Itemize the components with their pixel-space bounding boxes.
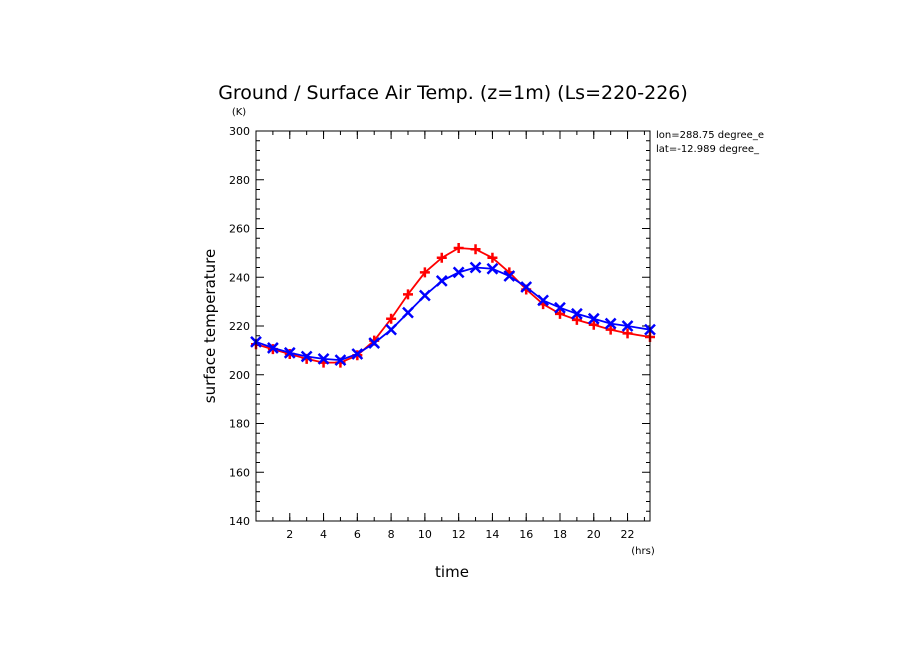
y-tick-label: 280 [229,174,250,187]
series-line [255,247,651,364]
data-point [402,289,413,300]
data-point [520,281,533,293]
data-point [436,252,447,263]
y-tick-label: 220 [229,320,250,333]
data-point [453,243,464,253]
x-unit-label: (hrs) [631,546,655,557]
data-point [622,328,633,339]
series-line [255,266,651,362]
data-point [604,317,617,330]
y-tick-label: 180 [229,418,250,431]
chart-title: Ground / Surface Air Temp. (z=1m) (Ls=22… [218,82,688,104]
data-point [588,319,599,330]
plot-frame [255,130,651,522]
data-point [621,320,634,332]
data-point [402,306,414,319]
x-tick-label: 4 [320,528,327,541]
x-tick-label: 22 [621,528,635,541]
series-2 [250,261,656,367]
x-tick-label: 8 [388,528,395,541]
x-tick-label: 16 [519,528,533,541]
data-point [418,289,431,302]
x-tick-label: 6 [354,528,361,541]
data-point [419,267,430,278]
data-point [267,342,279,354]
y-tick-label: 160 [229,466,250,479]
x-tick-label: 10 [418,528,432,541]
data-point [470,244,481,255]
data-point [554,308,565,319]
lat-annotation: lat=-12.989 degree_ [656,144,760,155]
data-point [435,275,448,287]
data-point [386,313,397,324]
data-point [487,252,498,263]
y-tick-label: 300 [229,125,250,138]
data-point [571,314,582,325]
x-tick-label: 12 [452,528,466,541]
data-point [503,270,516,282]
data-point [469,261,482,274]
data-point [283,346,296,359]
y-unit-label: (K) [232,107,246,118]
data-point [300,350,313,363]
data-point [351,348,364,360]
data-point [486,262,499,275]
data-point [385,323,397,336]
y-tick-label: 240 [229,271,250,284]
x-tick-label: 20 [587,528,601,541]
data-point [537,294,549,307]
x-tick-label: 14 [485,528,499,541]
data-point [587,312,600,325]
data-point [334,354,347,367]
series-1 [251,243,655,368]
lon-annotation: lon=288.75 degree_e [656,130,764,141]
data-point [554,301,566,314]
y-tick-label: 260 [229,223,250,236]
y-tick-label: 200 [229,369,250,382]
data-point [605,324,616,335]
x-axis-label: time [435,563,469,581]
x-tick-label: 18 [553,528,567,541]
y-axis-label: surface temperature [201,249,219,404]
data-point [452,266,465,279]
data-point [368,337,381,349]
data-point [317,353,330,365]
data-point [570,307,583,320]
x-tick-label: 2 [286,528,293,541]
y-tick-label: 140 [229,515,250,528]
